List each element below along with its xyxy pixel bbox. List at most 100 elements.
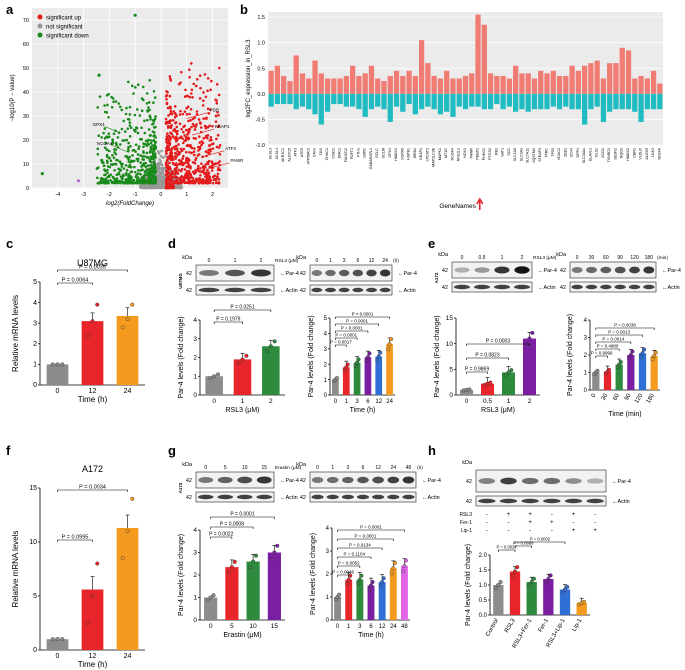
p-value-label: P = 0.0052 xyxy=(338,561,360,566)
blot-mw: 42 xyxy=(300,288,306,294)
point-not-significant xyxy=(161,178,165,182)
y-tick-label: 4 xyxy=(584,318,588,324)
x-tick-label: 1 xyxy=(241,398,245,405)
bar xyxy=(501,372,516,395)
point-significant-up xyxy=(185,165,189,168)
y-tick-label: 5 xyxy=(324,316,328,322)
western-blot: kDa 0 0.5 1 2 RSL3 (μM) 42 42 ←Par-4 ←Actin A172 xyxy=(434,252,557,293)
point-significant-down xyxy=(124,181,128,185)
point-significant-down xyxy=(148,134,152,137)
significance-bracket xyxy=(514,541,566,544)
point-significant-down xyxy=(107,132,111,135)
point-significant-up xyxy=(188,95,191,99)
y-tick-label: 0.0 xyxy=(479,613,488,619)
point-significant-up xyxy=(186,175,190,179)
point-significant-up xyxy=(165,146,168,150)
point-significant-up xyxy=(218,168,222,172)
gene-tick-label: AKR1C1 xyxy=(281,148,285,162)
data-point xyxy=(392,561,397,566)
point-significant-up xyxy=(214,114,218,118)
bar-negative xyxy=(613,93,619,110)
legend-entry: significant down xyxy=(46,34,89,40)
bar-positive xyxy=(556,75,563,94)
data-point xyxy=(642,347,647,352)
point-significant-down xyxy=(148,163,152,167)
point-significant-up xyxy=(195,110,199,113)
blot-band-par4 xyxy=(251,269,271,277)
bar-chart-d1: 0 1 2 3 4 0 1 2 RSL3 (μM) Par-4 levels (Fold chan… xyxy=(178,305,285,414)
bar-negative xyxy=(462,93,469,110)
x-tick-label: 0 xyxy=(159,192,162,198)
point-not-significant xyxy=(141,184,145,188)
bar-positive xyxy=(299,73,306,94)
bar-positive xyxy=(462,75,469,94)
point-significant-up xyxy=(187,165,191,169)
blot-cell-line: A172 xyxy=(434,272,439,283)
bar-negative xyxy=(393,93,400,107)
bar xyxy=(522,338,537,395)
blot-band-actin xyxy=(325,287,336,293)
bar-positive xyxy=(581,65,588,94)
x-tick-label: 0 xyxy=(212,398,216,405)
data-point xyxy=(211,593,216,598)
point-significant-up xyxy=(194,169,197,172)
data-point xyxy=(353,363,358,368)
point-significant-up xyxy=(206,136,209,140)
point-significant-down xyxy=(146,109,149,112)
blot-lane-label: 0 xyxy=(461,255,464,261)
point-significant-up xyxy=(211,181,215,185)
gene-tick-label: SLC7A11 xyxy=(526,148,530,163)
point-significant-down xyxy=(141,155,145,158)
point-significant-down xyxy=(104,141,108,145)
y-tick-label: 4 xyxy=(326,526,330,532)
point-significant-down xyxy=(103,173,106,177)
point-significant-up xyxy=(168,75,172,78)
point-significant-down xyxy=(102,181,106,185)
point-significant-down xyxy=(117,171,120,175)
x-tick-label: 0 xyxy=(591,392,598,398)
bar-negative xyxy=(437,93,444,115)
y-tick-label: -1.0 xyxy=(256,143,265,149)
bar-positive xyxy=(287,81,293,94)
significance-bracket xyxy=(595,341,632,344)
point-significant-down xyxy=(148,114,152,118)
point-not-significant xyxy=(160,174,163,178)
gene-tick-label: PEBP1 xyxy=(476,148,480,160)
gene-tick-label: NCOA4 xyxy=(450,148,454,160)
panel-label-e: e xyxy=(428,236,435,251)
p-value-label: P = 0.0001 xyxy=(335,333,357,338)
point-significant-down xyxy=(133,165,136,169)
gene-tick-label: TP53 xyxy=(551,148,555,157)
point-significant-down xyxy=(116,136,120,139)
point-significant-down xyxy=(146,164,150,167)
blot-mw: 42 xyxy=(442,268,448,274)
y-tick-label: 2 xyxy=(584,353,588,359)
treatment-mark: + xyxy=(507,512,511,518)
point-significant-up xyxy=(180,174,184,178)
point-significant-up xyxy=(205,117,208,120)
point-not-significant xyxy=(164,167,167,171)
point-significant-down xyxy=(145,118,149,122)
bar-negative xyxy=(318,93,324,125)
point-significant-up xyxy=(169,79,173,82)
point-significant-up xyxy=(170,177,173,180)
point-not-significant xyxy=(164,155,167,158)
gene-tick-label: PHKG2 xyxy=(482,148,486,160)
gene-tick-label: MT1G xyxy=(444,148,448,158)
y-tick-label: 1.5 xyxy=(257,15,265,21)
x-tick-label: 12 xyxy=(379,624,386,630)
gene-tick-label: RB1 xyxy=(494,148,498,155)
y-tick-label: 2 xyxy=(193,355,197,362)
p-value-label: P = 0.0001 xyxy=(360,525,382,530)
bar-positive xyxy=(437,78,444,94)
point-significant-up xyxy=(165,132,169,135)
significance-bracket xyxy=(57,539,93,542)
point-significant-up xyxy=(202,137,205,140)
x-tick-label: 0 xyxy=(334,399,338,405)
point-significant-down xyxy=(148,167,152,171)
point-significant-down xyxy=(133,113,137,117)
gene-tick-label: SQSTM1 xyxy=(532,148,536,163)
bar xyxy=(459,389,474,395)
x-tick-label: 24 xyxy=(386,399,393,405)
point-significant-down xyxy=(127,165,131,168)
